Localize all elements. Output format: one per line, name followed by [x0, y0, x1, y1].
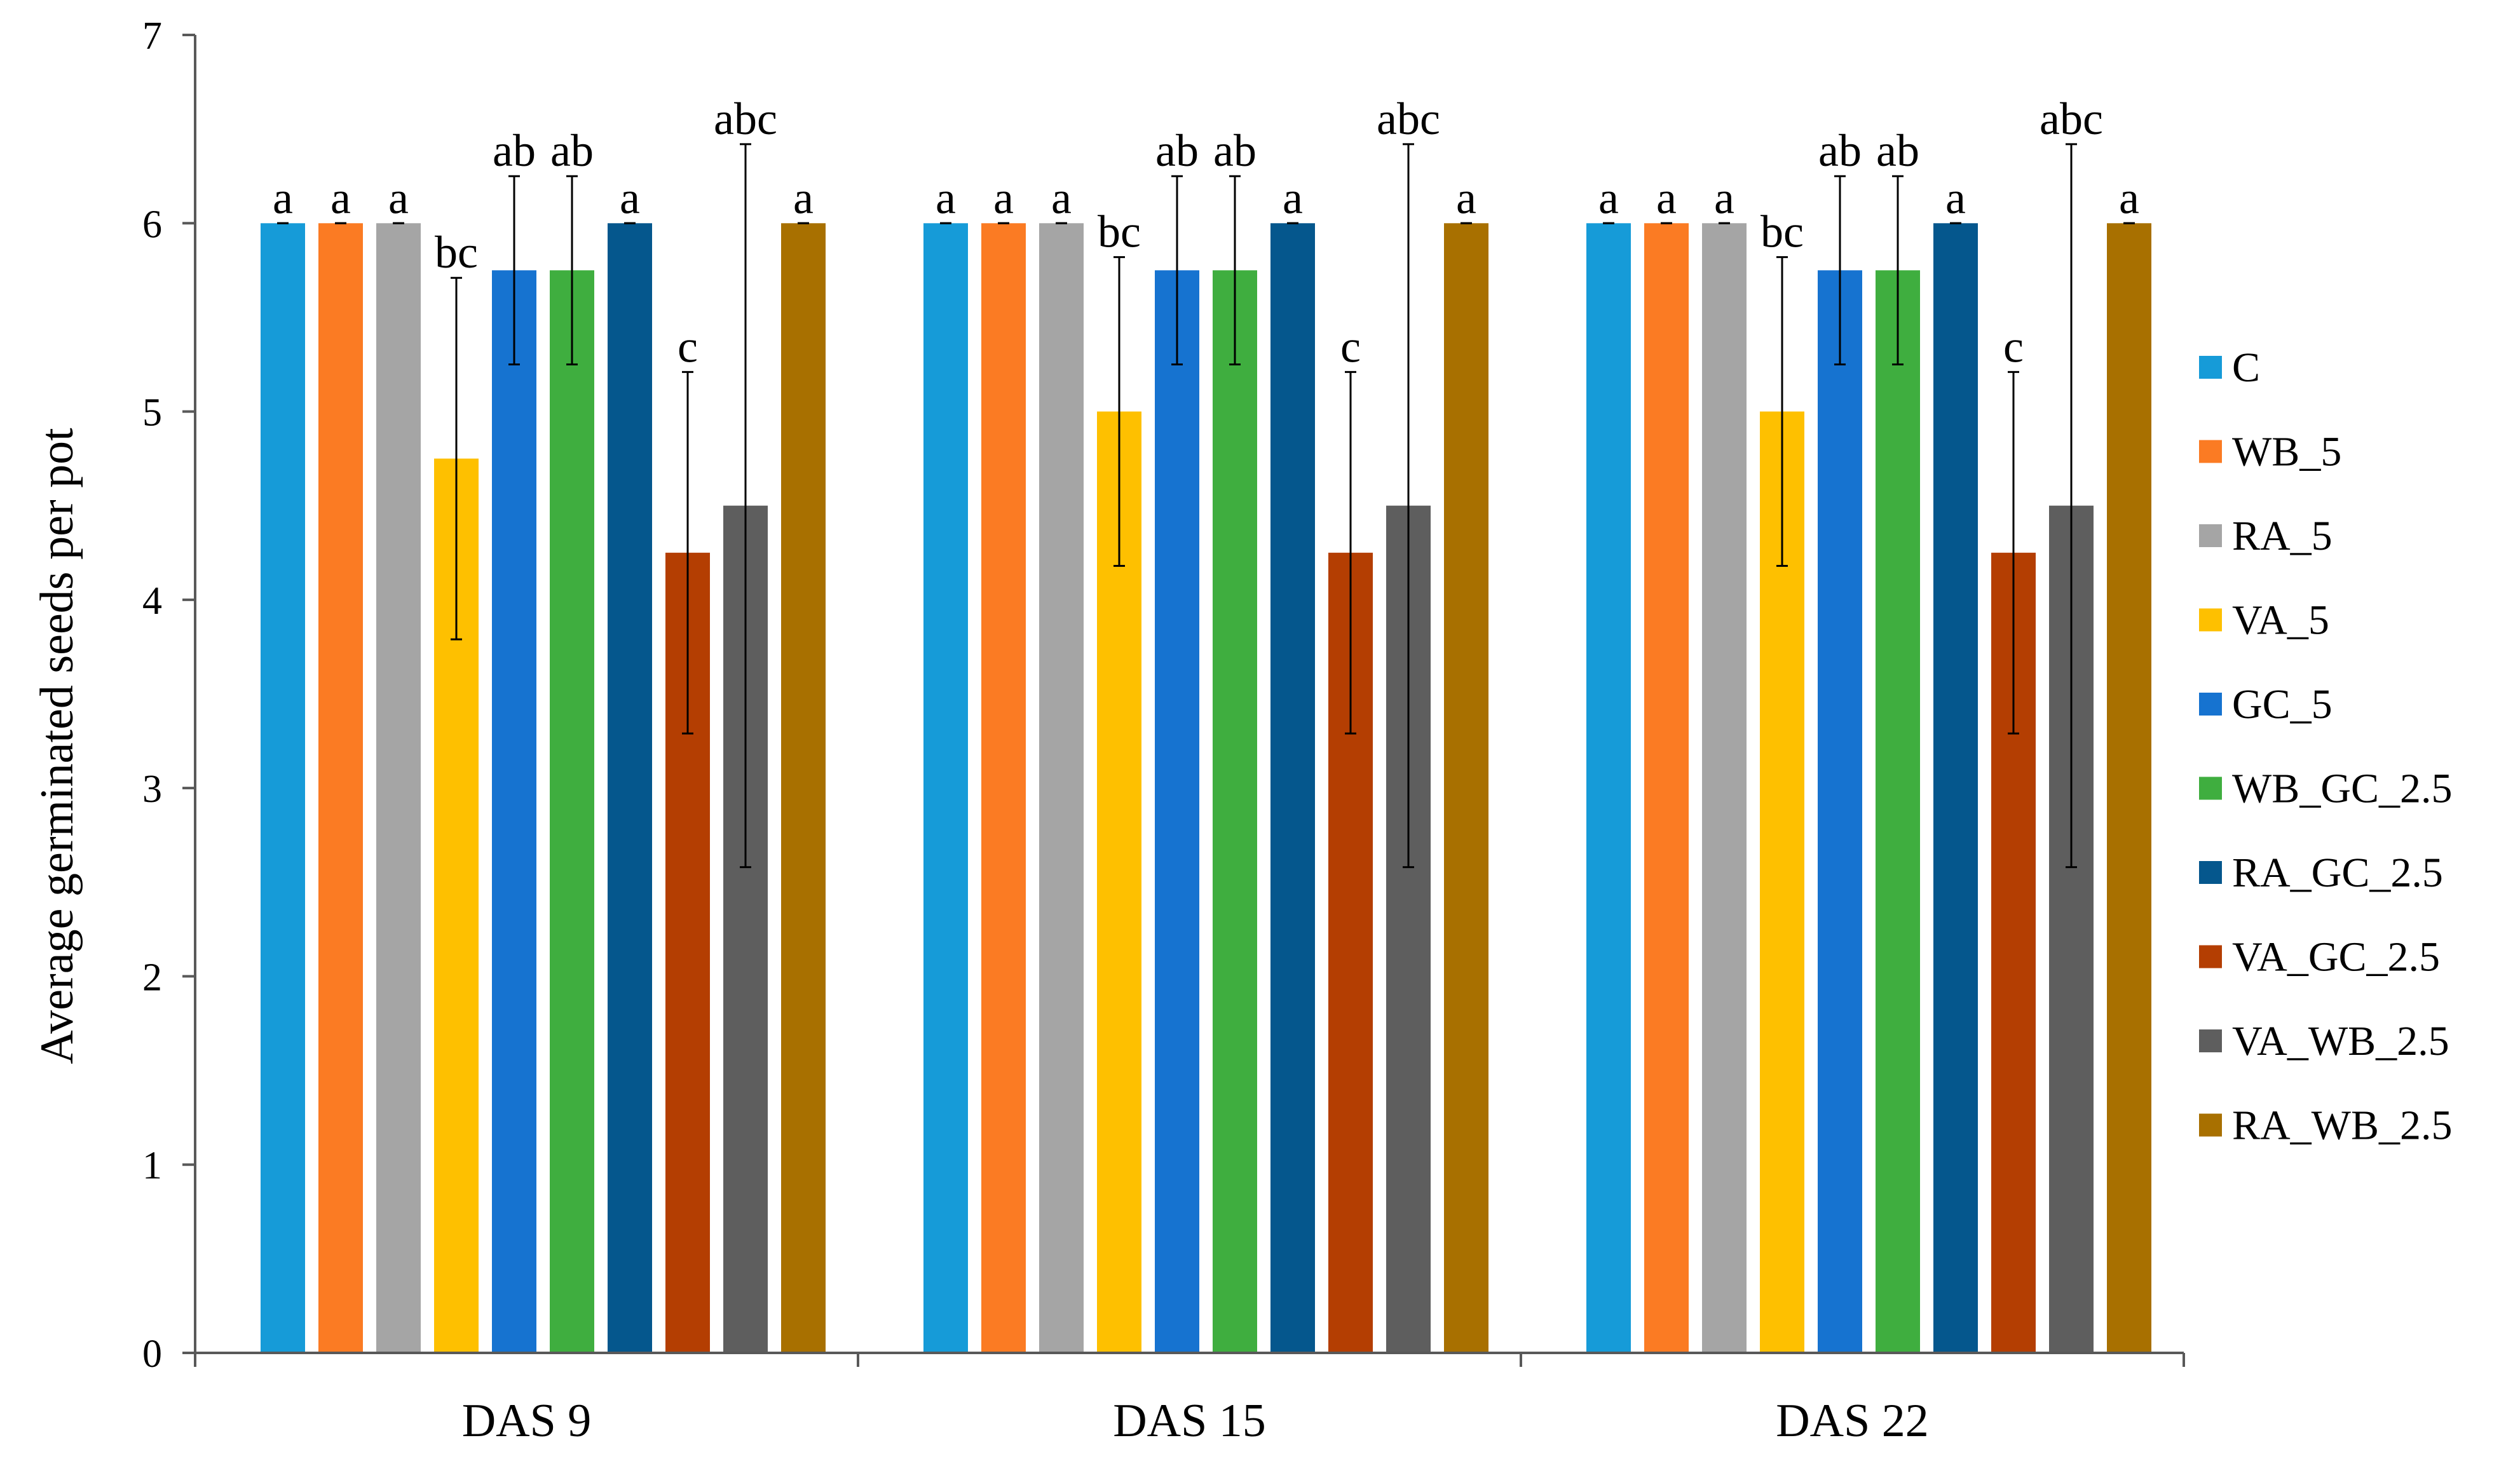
bar [781, 223, 826, 1354]
significance-label: c [1340, 321, 1361, 372]
significance-label: a [330, 172, 351, 223]
legend-label: VA_GC_2.5 [2232, 934, 2440, 981]
significance-label: a [1714, 172, 1734, 223]
bar [2107, 223, 2151, 1354]
significance-label: a [2119, 172, 2139, 223]
y-tick-label: 3 [142, 768, 162, 811]
significance-label: abc [2040, 93, 2103, 144]
bar [318, 223, 363, 1354]
significance-label: a [620, 172, 640, 223]
legend-label: RA_GC_2.5 [2232, 850, 2443, 896]
bar [376, 223, 421, 1354]
legend-label: WB_5 [2232, 429, 2341, 475]
significance-label: abc [714, 93, 777, 144]
significance-label: bc [1761, 207, 1804, 257]
bar [261, 223, 305, 1354]
legend-swatch [2199, 440, 2222, 463]
bar [1644, 223, 1689, 1354]
bar [492, 270, 536, 1353]
significance-label: a [388, 172, 409, 223]
y-tick-label: 2 [142, 956, 162, 999]
legend-swatch [2199, 945, 2222, 968]
legend-label: WB_GC_2.5 [2232, 766, 2453, 812]
y-tick-label: 6 [142, 203, 162, 246]
y-tick-label: 4 [142, 580, 162, 623]
significance-label: a [1456, 172, 1476, 223]
bar [1702, 223, 1747, 1354]
significance-label: ab [550, 125, 594, 176]
bar [550, 270, 594, 1353]
significance-label: a [993, 172, 1014, 223]
significance-label: ab [1155, 125, 1199, 176]
y-tick-label: 1 [142, 1144, 162, 1188]
legend-label: VA_WB_2.5 [2232, 1018, 2449, 1064]
bar [1270, 223, 1315, 1354]
axes-layer [194, 35, 2184, 1354]
significance-label: a [273, 172, 293, 223]
x-category-label: DAS 15 [1113, 1395, 1266, 1447]
significance-label: ab [1818, 125, 1862, 176]
legend-label: RA_WB_2.5 [2232, 1103, 2453, 1149]
significance-label: ab [1876, 125, 1919, 176]
bar [1039, 223, 1084, 1354]
legend-swatch [2199, 608, 2222, 632]
significance-label: a [1656, 172, 1677, 223]
legend: C WB_5 RA_5 VA_5 GC_5 WB_GC_2.5 RA_GC_2.5 VA_GC… [2199, 344, 2453, 1149]
legend-label: VA_5 [2232, 597, 2329, 644]
significance-label: c [678, 321, 698, 372]
x-category-label: DAS 9 [462, 1395, 592, 1447]
significance-label: a [936, 172, 956, 223]
legend-swatch [2199, 1029, 2222, 1052]
significance-label: a [1051, 172, 1072, 223]
significance-label: a [1283, 172, 1303, 223]
significance-label: bc [435, 227, 478, 278]
bar [1876, 270, 1920, 1353]
significance-label: c [2003, 321, 2024, 372]
legend-swatch [2199, 777, 2222, 800]
significance-label: abc [1377, 93, 1440, 144]
legend-swatch [2199, 524, 2222, 547]
bar [1444, 223, 1488, 1354]
significance-label: a [793, 172, 814, 223]
bar [608, 223, 652, 1354]
ticks-layer: 0 1 2 3 4 5 6 7 DAS 9 DAS 15 DAS 22 [142, 15, 2185, 1447]
legend-label: C [2232, 344, 2260, 391]
significance-label: a [1598, 172, 1619, 223]
y-tick-label: 7 [142, 15, 162, 58]
significance-label: ab [493, 125, 536, 176]
y-axis-title: Average germinated seeds per pot [31, 428, 83, 1064]
y-tick-label: 5 [142, 391, 162, 435]
legend-swatch [2199, 861, 2222, 884]
bar [1213, 270, 1257, 1353]
bar [923, 223, 968, 1354]
legend-swatch [2199, 356, 2222, 379]
bar [1760, 411, 1804, 1353]
bar [1155, 270, 1199, 1353]
significance-label: bc [1098, 207, 1141, 257]
legend-swatch [2199, 693, 2222, 716]
bar [1933, 223, 1978, 1354]
bar [1818, 270, 1862, 1353]
bar [981, 223, 1026, 1354]
y-tick-label: 0 [142, 1333, 162, 1376]
bar [1586, 223, 1631, 1354]
legend-swatch [2199, 1113, 2222, 1137]
legend-label: GC_5 [2232, 681, 2333, 728]
significance-label: ab [1213, 125, 1257, 176]
x-category-label: DAS 22 [1776, 1395, 1929, 1447]
bar [1097, 411, 1141, 1353]
significance-label: a [1945, 172, 1966, 223]
legend-label: RA_5 [2232, 513, 2333, 559]
